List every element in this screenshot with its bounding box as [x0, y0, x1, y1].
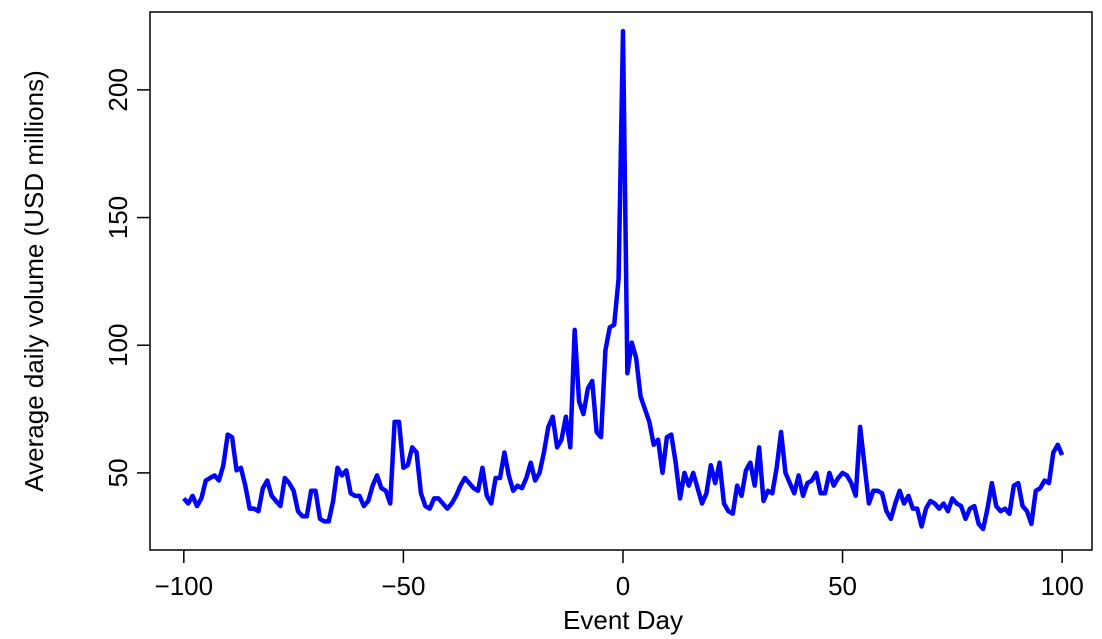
x-tick-label: 100	[1040, 571, 1083, 601]
x-tick-label: −100	[155, 571, 214, 601]
x-tick-label: 50	[828, 571, 857, 601]
x-tick-label: −50	[381, 571, 425, 601]
y-tick-label: 50	[103, 458, 133, 487]
x-tick-label: 0	[616, 571, 630, 601]
x-axis-label: Event Day	[563, 605, 683, 635]
y-tick-label: 100	[103, 324, 133, 367]
data-line	[182, 28, 1065, 532]
y-axis-label: Average daily volume (USD millions)	[19, 70, 49, 491]
plot-frame	[149, 11, 1093, 551]
y-tick-label: 150	[103, 196, 133, 239]
y-tick-label: 200	[103, 68, 133, 111]
